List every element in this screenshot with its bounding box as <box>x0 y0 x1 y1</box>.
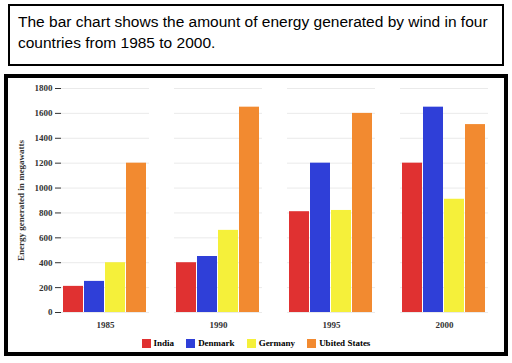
svg-text:1990: 1990 <box>210 320 229 330</box>
svg-text:2000: 2000 <box>436 320 455 330</box>
svg-text:1600: 1600 <box>35 108 54 118</box>
html-text:India: India <box>153 337 175 348</box>
svg-text:Energy generated in megawatts: Energy generated in megawatts <box>16 139 26 261</box>
svg-text:1800: 1800 <box>35 83 54 93</box>
svg-text:800: 800 <box>39 208 53 218</box>
svg-text:200: 200 <box>39 282 53 292</box>
svg-text:400: 400 <box>39 258 53 268</box>
svg-text:600: 600 <box>39 233 53 243</box>
html-text:Denmark: Denmark <box>198 337 235 348</box>
html-text:Ubited States: Ubited States <box>319 337 371 348</box>
html-text:Germany: Germany <box>258 337 296 348</box>
svg-text:1400: 1400 <box>35 133 54 143</box>
svg-text:1995: 1995 <box>323 320 342 330</box>
svg-text:0: 0 <box>48 307 53 317</box>
svg-text:1985: 1985 <box>97 320 116 330</box>
svg-text:1200: 1200 <box>35 158 54 168</box>
svg-text:1000: 1000 <box>35 183 54 193</box>
html-text:The bar chart shows the amount: The bar chart shows the amount of energy… <box>18 13 488 51</box>
